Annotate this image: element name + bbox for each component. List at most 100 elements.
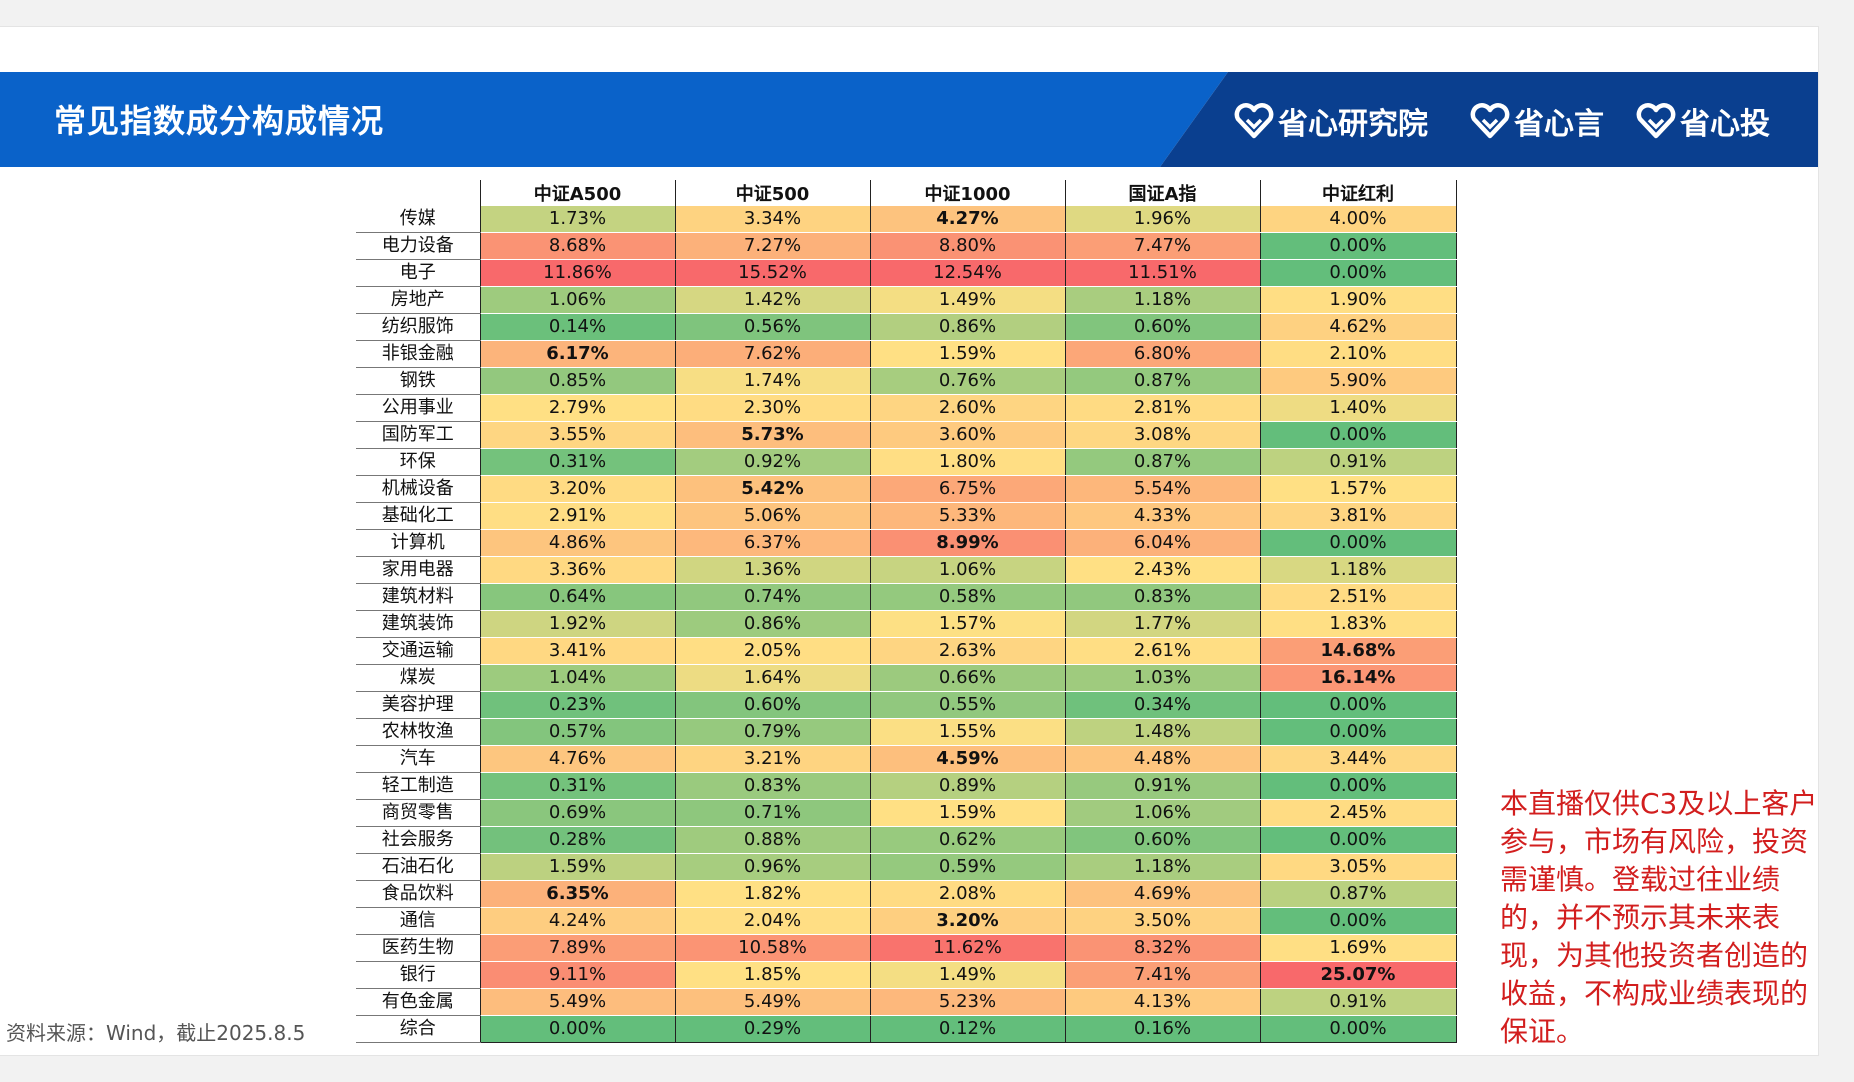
weight-cell: 2.10% [1259,340,1457,368]
heart-logo-icon [1234,103,1274,139]
weight-cell: 1.55% [869,718,1065,746]
brand-logo-invest: 省心投 [1636,102,1770,142]
weight-cell: 0.00% [1259,259,1457,287]
industry-label: 传媒 [356,206,480,233]
weight-cell: 10.58% [674,934,870,962]
weight-cell: 0.76% [869,367,1065,395]
weight-cell: 7.62% [674,340,870,368]
table-row: 石油石化 1.59% 0.96% 0.59% 1.18% 3.05% [356,853,1457,881]
weight-cell: 6.37% [674,529,870,557]
weight-cell: 0.96% [674,853,870,881]
weight-cell: 1.57% [1259,475,1457,503]
weight-cell: 1.92% [479,610,675,638]
weight-cell: 14.68% [1259,637,1457,665]
weight-cell: 0.00% [1259,907,1457,935]
table-row: 公用事业 2.79% 2.30% 2.60% 2.81% 1.40% [356,394,1457,422]
weight-cell: 1.49% [869,286,1065,314]
title-banner [0,72,1818,167]
brand-name: 省心研究院 [1278,107,1428,142]
weight-cell: 5.90% [1259,367,1457,395]
weight-cell: 0.31% [479,772,675,800]
weight-cell: 6.17% [479,340,675,368]
weight-cell: 3.36% [479,556,675,584]
table-row: 食品饮料 6.35% 1.82% 2.08% 4.69% 0.87% [356,880,1457,908]
weight-cell: 9.11% [479,961,675,989]
weight-cell: 8.32% [1064,934,1260,962]
industry-label: 有色金属 [356,988,480,1016]
weight-cell: 3.55% [479,421,675,449]
weight-cell: 0.60% [1064,313,1260,341]
weight-cell: 0.55% [869,691,1065,719]
column-header: 中证1000 [869,180,1065,206]
weight-cell: 0.00% [1259,1015,1457,1043]
table-row: 建筑材料 0.64% 0.74% 0.58% 0.83% 2.51% [356,583,1457,611]
weight-cell: 0.91% [1259,448,1457,476]
weight-cell: 6.04% [1064,529,1260,557]
weight-cell: 1.18% [1259,556,1457,584]
table-row: 通信 4.24% 2.04% 3.20% 3.50% 0.00% [356,907,1457,935]
industry-label: 公用事业 [356,394,480,422]
table-row: 汽车 4.76% 3.21% 4.59% 4.48% 3.44% [356,745,1457,773]
weight-cell: 11.51% [1064,259,1260,287]
heart-logo-icon [1470,103,1510,139]
brand-logo-research: 省心研究院 [1234,102,1428,142]
table-row: 建筑装饰 1.92% 0.86% 1.57% 1.77% 1.83% [356,610,1457,638]
industry-label: 医药生物 [356,934,480,962]
index-composition-table: 中证A500 中证500 中证1000 国证A指 中证红利 传媒 1.73% 3.3… [356,180,1457,1043]
weight-cell: 5.33% [869,502,1065,530]
weight-cell: 0.00% [1259,232,1457,260]
table-row: 环保 0.31% 0.92% 1.80% 0.87% 0.91% [356,448,1457,476]
weight-cell: 4.48% [1064,745,1260,773]
weight-cell: 0.00% [1259,826,1457,854]
table-row: 传媒 1.73% 3.34% 4.27% 1.96% 4.00% [356,206,1457,233]
weight-cell: 0.69% [479,799,675,827]
weight-cell: 8.68% [479,232,675,260]
table-body: 传媒 1.73% 3.34% 4.27% 1.96% 4.00% 电力设备 8.68% 7.27… [356,206,1457,1043]
weight-cell: 2.79% [479,394,675,422]
table-row: 机械设备 3.20% 5.42% 6.75% 5.54% 1.57% [356,475,1457,503]
table-row: 基础化工 2.91% 5.06% 5.33% 4.33% 3.81% [356,502,1457,530]
weight-cell: 1.83% [1259,610,1457,638]
weight-cell: 4.62% [1259,313,1457,341]
weight-cell: 5.73% [674,421,870,449]
weight-cell: 2.51% [1259,583,1457,611]
weight-cell: 1.59% [869,799,1065,827]
source-note: 资料来源：Wind，截止2025.8.5 [6,1021,306,1045]
weight-cell: 0.00% [1259,718,1457,746]
weight-cell: 1.06% [479,286,675,314]
weight-cell: 1.18% [1064,853,1260,881]
weight-cell: 1.59% [869,340,1065,368]
weight-cell: 1.74% [674,367,870,395]
brand-logo-talk: 省心言 [1470,102,1604,142]
weight-cell: 2.05% [674,637,870,665]
weight-cell: 0.12% [869,1015,1065,1043]
weight-cell: 1.42% [674,286,870,314]
weight-cell: 0.87% [1259,880,1457,908]
weight-cell: 1.96% [1064,206,1260,233]
weight-cell: 15.52% [674,259,870,287]
table-row: 纺织服饰 0.14% 0.56% 0.86% 0.60% 4.62% [356,313,1457,341]
weight-cell: 4.27% [869,206,1065,233]
weight-cell: 4.00% [1259,206,1457,233]
table-row: 社会服务 0.28% 0.88% 0.62% 0.60% 0.00% [356,826,1457,854]
weight-cell: 2.43% [1064,556,1260,584]
table-row: 国防军工 3.55% 5.73% 3.60% 3.08% 0.00% [356,421,1457,449]
weight-cell: 11.62% [869,934,1065,962]
weight-cell: 0.28% [479,826,675,854]
industry-label: 非银金融 [356,340,480,368]
weight-cell: 3.21% [674,745,870,773]
weight-cell: 8.80% [869,232,1065,260]
weight-cell: 1.90% [1259,286,1457,314]
industry-label: 汽车 [356,745,480,773]
weight-cell: 2.81% [1064,394,1260,422]
weight-cell: 4.59% [869,745,1065,773]
weight-cell: 5.49% [479,988,675,1016]
table-row: 非银金融 6.17% 7.62% 1.59% 6.80% 2.10% [356,340,1457,368]
table-row: 轻工制造 0.31% 0.83% 0.89% 0.91% 0.00% [356,772,1457,800]
weight-cell: 1.59% [479,853,675,881]
weight-cell: 0.91% [1064,772,1260,800]
table-row: 电力设备 8.68% 7.27% 8.80% 7.47% 0.00% [356,232,1457,260]
weight-cell: 1.69% [1259,934,1457,962]
weight-cell: 0.74% [674,583,870,611]
industry-label: 纺织服饰 [356,313,480,341]
